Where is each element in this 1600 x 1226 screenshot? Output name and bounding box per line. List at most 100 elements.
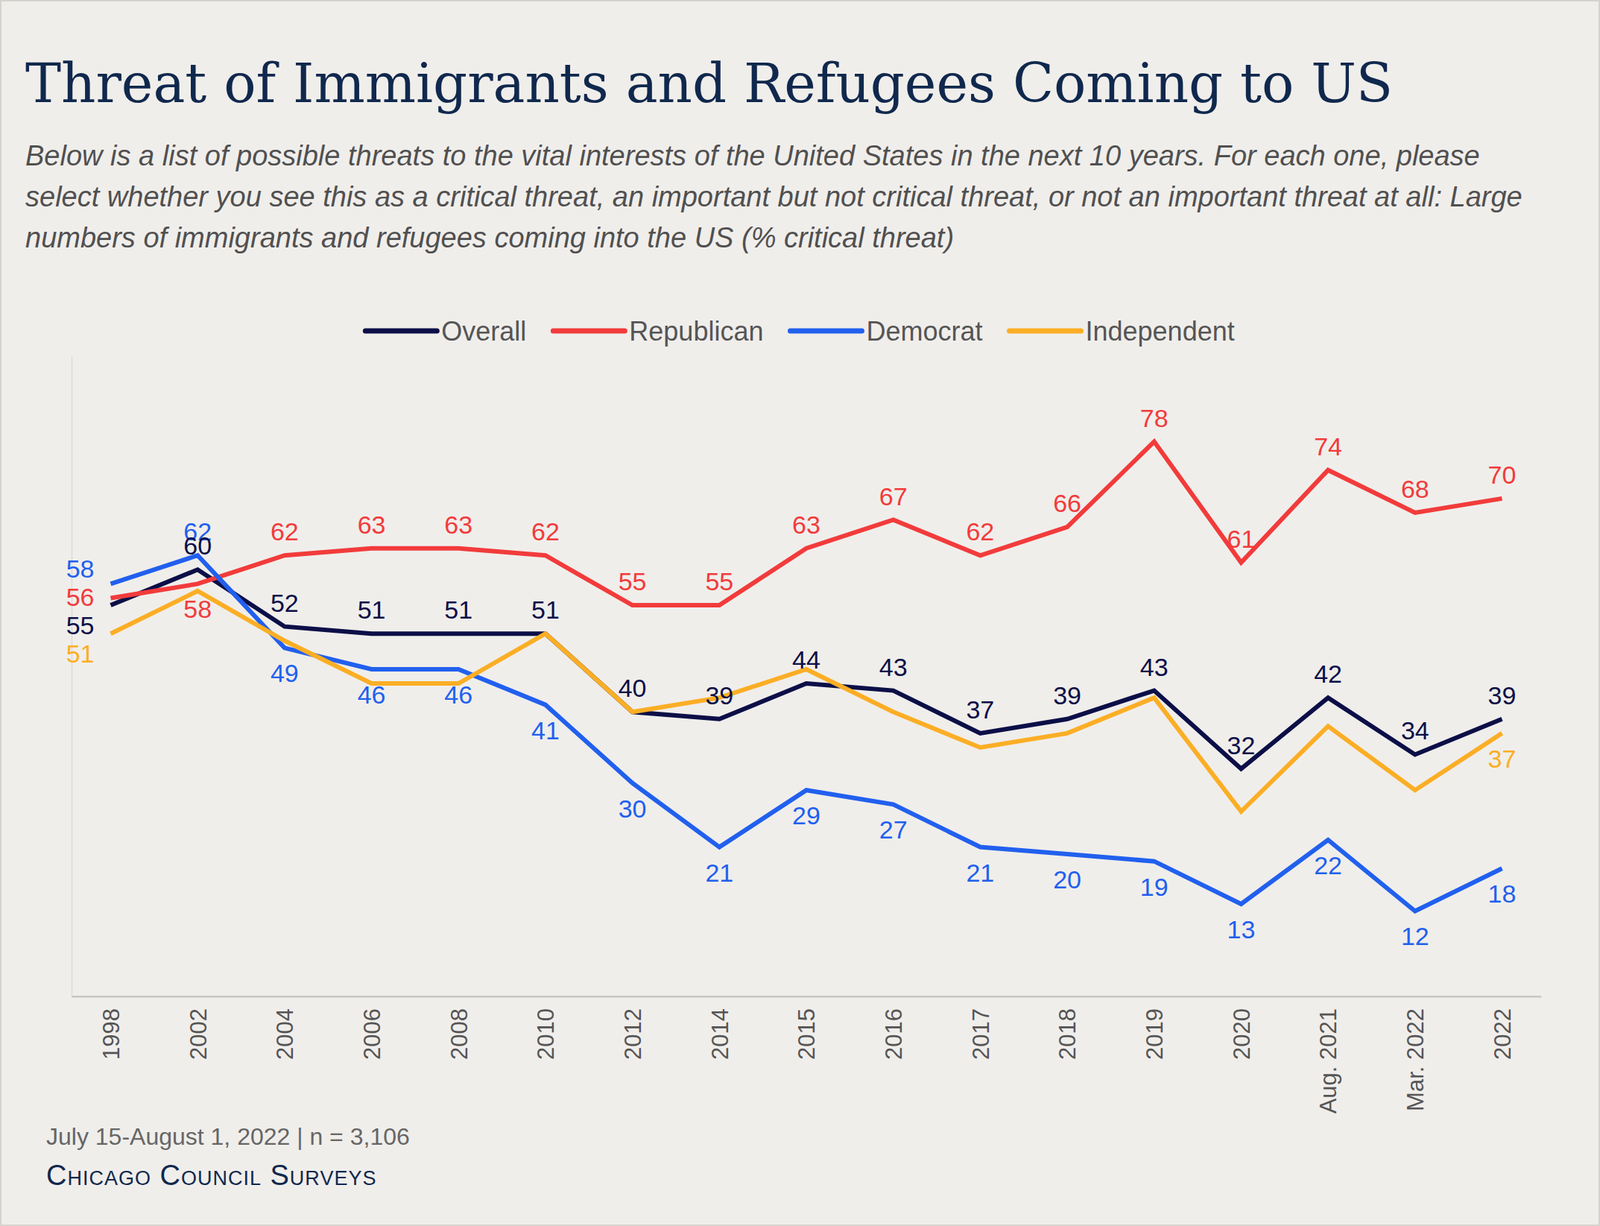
x-tick: 2019 (1141, 996, 1168, 1060)
x-tick: 2015 (793, 996, 820, 1060)
data-label: 21 (965, 858, 995, 887)
data-label: 74 (1313, 432, 1343, 461)
x-tick-label: 2012 (620, 1008, 647, 1060)
y-axis (71, 356, 74, 998)
data-label: 44 (792, 645, 821, 674)
x-tick-label: Aug. 2021 (1315, 1008, 1342, 1114)
x-tick-label: 2019 (1141, 1008, 1168, 1060)
grid (71, 996, 1542, 998)
x-tick-label: 2014 (707, 1008, 734, 1060)
data-label: 49 (270, 658, 299, 688)
data-label: 63 (792, 510, 821, 539)
data-label: 60 (183, 531, 212, 560)
legend-swatch (1009, 328, 1082, 334)
x-tick-label: 2006 (359, 1008, 386, 1060)
note: July 15-August 1, 2022 | n = 3,106 (46, 1123, 410, 1150)
data-label: 51 (357, 595, 387, 624)
data-label: 55 (66, 611, 95, 640)
background (0, 0, 1600, 1226)
data-label: 46 (444, 680, 473, 709)
x-tick: 2008 (446, 996, 473, 1060)
data-label: 32 (1227, 731, 1256, 760)
series-line (111, 569, 1503, 769)
data-label: 62 (531, 517, 560, 546)
chart: Threat of Immigrants and Refugees Coming… (0, 0, 1600, 1226)
source: Chicago Council Surveys (46, 1159, 377, 1191)
x-tick: 2010 (532, 996, 559, 1060)
x-tick-label: 2008 (446, 1008, 473, 1060)
y-axis-line (71, 356, 74, 998)
data-label: 41 (531, 716, 560, 745)
data-label: 63 (357, 510, 387, 539)
x-tick: 2012 (620, 996, 647, 1060)
x-tick: Mar. 2022 (1402, 996, 1429, 1112)
data-label: 43 (1140, 652, 1169, 682)
data-label: 37 (965, 695, 995, 724)
data-label: 39 (704, 681, 734, 710)
data-label: 55 (618, 567, 647, 596)
x-tick-label: 1998 (98, 1008, 125, 1060)
data-label: 40 (618, 673, 647, 703)
data-labels: 5856555162605862524963514663514662514155… (66, 403, 1517, 951)
x-tick: 2014 (707, 996, 734, 1060)
legend-label: Democrat (865, 315, 983, 347)
x-tick-label: 2016 (880, 1008, 907, 1060)
data-label: 56 (66, 582, 95, 612)
data-label: 37 (1488, 744, 1517, 773)
x-tick: 2006 (359, 996, 386, 1060)
grid-line (71, 995, 1542, 998)
data-label: 39 (1053, 681, 1082, 710)
x-tick-label: 2017 (968, 1008, 995, 1060)
subtitle: Below is a list of possible threats to t… (25, 140, 1523, 254)
data-label: 29 (792, 801, 821, 830)
legend-label: Republican (628, 315, 764, 347)
x-tick-label: 2022 (1489, 1008, 1516, 1060)
x-tick: 2020 (1228, 996, 1255, 1060)
legend-swatch (552, 328, 625, 334)
data-label: 66 (1053, 488, 1082, 518)
x-tick-label: 2015 (793, 1008, 820, 1060)
data-label: 62 (270, 517, 299, 546)
legend: Overall Republican Democrat Independent (365, 315, 1235, 347)
x-tick: 2016 (880, 996, 907, 1060)
x-tick: 2018 (1054, 996, 1081, 1060)
data-label: 62 (965, 517, 995, 546)
data-label: 46 (357, 680, 387, 709)
data-label: 70 (1488, 460, 1517, 489)
data-label: 67 (879, 482, 908, 511)
data-label: 27 (879, 815, 908, 844)
data-label: 22 (1313, 851, 1343, 880)
x-tick-label: 2010 (532, 1008, 559, 1060)
data-label: 78 (1140, 403, 1169, 433)
series-line (111, 590, 1503, 812)
data-label: 61 (1227, 524, 1256, 553)
x-tick: 2004 (272, 996, 299, 1060)
data-label: 39 (1488, 681, 1517, 710)
x-tick: 1998 (98, 996, 125, 1060)
series-line (111, 441, 1503, 606)
x-tick-label: 2020 (1228, 1008, 1255, 1060)
data-label: 30 (618, 794, 647, 823)
x-tick-label: 2018 (1054, 1008, 1081, 1060)
data-label: 63 (444, 510, 473, 539)
data-label: 58 (66, 554, 95, 583)
legend-label: Overall (441, 315, 527, 347)
legend-swatch (365, 328, 437, 334)
legend-item: Independent (1009, 315, 1235, 347)
x-tick: 2022 (1489, 996, 1516, 1060)
data-label: 34 (1401, 716, 1430, 745)
x-tick: 2002 (185, 996, 212, 1060)
x-tick: Aug. 2021 (1315, 996, 1342, 1114)
data-label: 13 (1227, 915, 1256, 944)
data-label: 18 (1488, 879, 1517, 908)
legend-label: Independent (1085, 315, 1235, 347)
data-label: 51 (444, 595, 473, 624)
data-label: 43 (879, 652, 908, 682)
x-tick-label: 2002 (185, 1008, 212, 1060)
data-label: 21 (704, 858, 734, 887)
x-axis-line (72, 996, 1542, 998)
title: Threat of Immigrants and Refugees Coming… (25, 52, 1393, 115)
legend-item: Overall (365, 315, 527, 347)
legend-swatch (789, 328, 862, 334)
data-label: 58 (183, 594, 212, 624)
